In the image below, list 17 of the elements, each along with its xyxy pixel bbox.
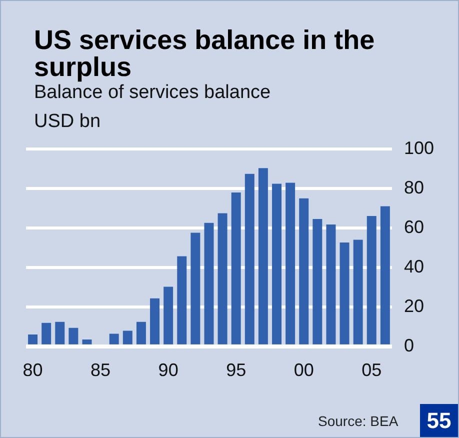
- y-tick-label: 20: [404, 296, 424, 316]
- x-tick-label: 05: [362, 360, 382, 380]
- y-tick-label: 80: [404, 177, 424, 198]
- x-tick-label: 85: [90, 360, 111, 380]
- x-tick-label: 00: [294, 360, 314, 380]
- y-tick-label: 0: [404, 335, 414, 356]
- source-note: Source: BEA: [318, 413, 398, 429]
- text: 55: [420, 404, 458, 437]
- x-tick-label: 95: [226, 360, 246, 380]
- chart-title: US services balance in the surplus: [34, 25, 376, 82]
- y-tick-label: 60: [404, 216, 424, 237]
- y-axis-title: USD bn: [34, 111, 101, 133]
- x-tick-label: 90: [158, 360, 178, 380]
- x-tick-label: 80: [22, 360, 43, 380]
- y-tick-label: 100: [404, 138, 434, 158]
- chart-subtitle: Balance of services balance: [34, 82, 271, 104]
- y-tick-label: 40: [404, 256, 424, 276]
